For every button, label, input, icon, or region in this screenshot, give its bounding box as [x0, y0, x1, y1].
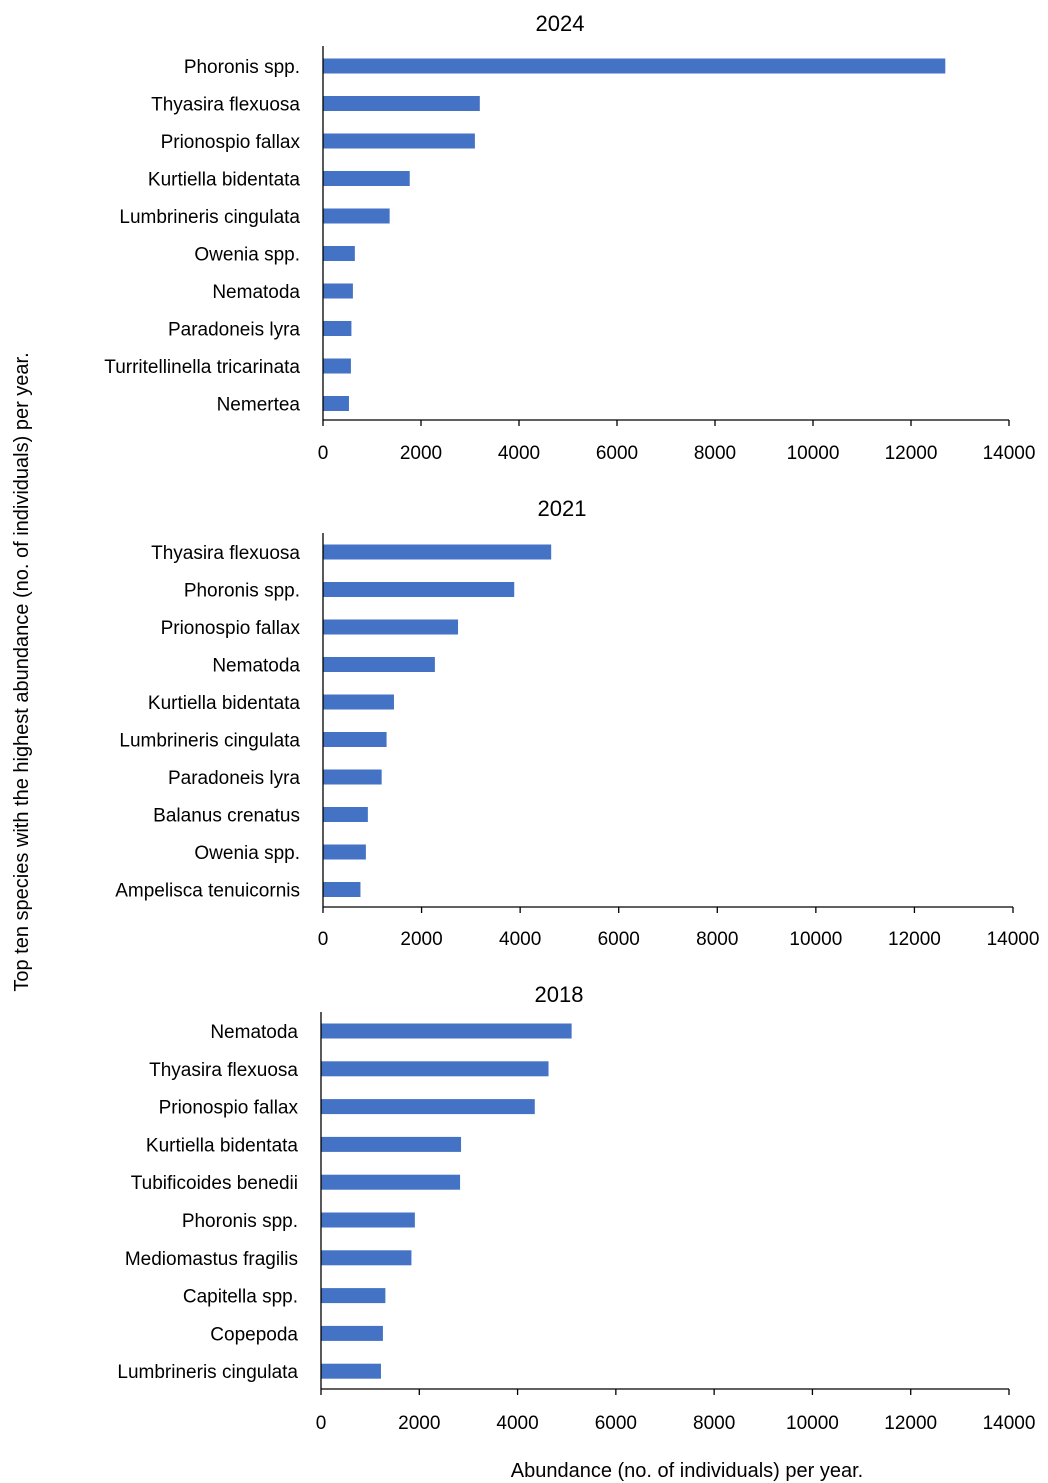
- x-tick-label: 8000: [696, 929, 738, 950]
- bar: [323, 396, 349, 411]
- category-label: Phoronis spp.: [182, 1211, 298, 1232]
- x-tick-label: 8000: [694, 443, 736, 464]
- x-tick-label: 0: [316, 1413, 327, 1434]
- category-label: Capitella spp.: [183, 1287, 298, 1308]
- category-label: Balanus crenatus: [153, 806, 300, 827]
- category-label: Nematoda: [210, 1022, 298, 1043]
- panel-title: 2024: [536, 11, 585, 36]
- y-axis-title: Top ten species with the highest abundan…: [11, 352, 33, 991]
- category-label: Nematoda: [212, 656, 300, 677]
- bar: [323, 321, 352, 336]
- x-tick-label: 14000: [983, 1413, 1036, 1434]
- bar: [323, 619, 459, 635]
- bar: [323, 657, 435, 672]
- bar: [323, 133, 475, 149]
- category-label: Paradoneis lyra: [168, 320, 300, 341]
- bar: [323, 769, 382, 785]
- x-tick-label: 0: [318, 929, 329, 950]
- x-tick-label: 2000: [400, 929, 442, 950]
- x-tick-label: 12000: [884, 1413, 937, 1434]
- bar: [323, 694, 394, 710]
- bar: [321, 1174, 461, 1190]
- bar: [321, 1023, 572, 1039]
- bar: [321, 1250, 412, 1266]
- category-label: Lumbrineris cingulata: [119, 207, 300, 228]
- category-label: Thyasira flexuosa: [151, 543, 300, 564]
- category-label: Kurtiella bidentata: [146, 1135, 299, 1156]
- x-tick-label: 2000: [398, 1413, 440, 1434]
- bar: [323, 208, 390, 224]
- category-label: Thyasira flexuosa: [149, 1060, 298, 1081]
- bar: [321, 1136, 462, 1152]
- x-tick-label: 12000: [888, 929, 941, 950]
- bar: [323, 882, 361, 897]
- bar: [323, 96, 480, 111]
- bar: [323, 582, 515, 597]
- x-tick-label: 4000: [499, 929, 541, 950]
- bar: [323, 844, 366, 860]
- x-tick-label: 4000: [496, 1413, 538, 1434]
- bar: [321, 1363, 381, 1379]
- panel-title: 2018: [535, 982, 584, 1007]
- bar: [323, 171, 410, 186]
- category-label: Lumbrineris cingulata: [117, 1362, 298, 1383]
- x-tick-label: 0: [318, 443, 329, 464]
- category-label: Owenia spp.: [194, 245, 300, 266]
- x-tick-label: 4000: [498, 443, 540, 464]
- category-label: Tubificoides benedii: [131, 1173, 298, 1194]
- bar: [323, 807, 368, 822]
- category-label: Prionospio fallax: [161, 618, 301, 639]
- category-label: Phoronis spp.: [184, 57, 300, 78]
- category-label: Copepoda: [210, 1324, 298, 1345]
- bar: [323, 358, 351, 374]
- bar: [321, 1288, 386, 1304]
- category-label: Phoronis spp.: [184, 581, 300, 602]
- chart-panel-2018: 2018 Nematoda Thyasira flexuosa Prionospio …: [117, 982, 1035, 1434]
- category-label: Lumbrineris cingulata: [119, 731, 300, 752]
- x-tick-label: 10000: [787, 443, 840, 464]
- x-tick-label: 8000: [693, 1413, 735, 1434]
- category-label: Owenia spp.: [194, 843, 300, 864]
- bar: [321, 1212, 415, 1228]
- chart-panel-2021: 2021 Thyasira flexuosa Phoronis spp. Priono…: [115, 496, 1039, 950]
- x-tick-label: 6000: [595, 1413, 637, 1434]
- chart-panels: 2024 Phoronis spp. Thyasira flexuosa Priono…: [104, 11, 1039, 1434]
- x-tick-label: 10000: [789, 929, 842, 950]
- bar: [323, 246, 355, 261]
- category-label: Mediomastus fragilis: [125, 1249, 298, 1270]
- x-tick-label: 6000: [596, 443, 638, 464]
- category-label: Thyasira flexuosa: [151, 95, 300, 116]
- category-label: Kurtiella bidentata: [148, 170, 301, 191]
- x-tick-label: 14000: [983, 443, 1036, 464]
- category-label: Kurtiella bidentata: [148, 693, 301, 714]
- category-label: Nematoda: [212, 282, 300, 303]
- x-axis-title: Abundance (no. of individuals) per year.: [511, 1460, 863, 1482]
- bar: [323, 283, 353, 299]
- bar: [323, 544, 552, 560]
- x-tick-label: 6000: [598, 929, 640, 950]
- x-tick-label: 10000: [786, 1413, 839, 1434]
- category-label: Nemertea: [217, 395, 301, 416]
- x-tick-label: 12000: [885, 443, 938, 464]
- bar: [321, 1099, 535, 1115]
- bar: [321, 1061, 549, 1077]
- x-tick-label: 14000: [987, 929, 1040, 950]
- bar: [321, 1325, 383, 1341]
- category-label: Turritellinella tricarinata: [104, 357, 300, 378]
- panel-title: 2021: [538, 496, 587, 521]
- bar: [323, 732, 387, 747]
- x-tick-label: 2000: [400, 443, 442, 464]
- bar: [323, 58, 946, 74]
- category-label: Paradoneis lyra: [168, 768, 300, 789]
- chart-panel-2024: 2024 Phoronis spp. Thyasira flexuosa Priono…: [104, 11, 1035, 464]
- category-label: Prionospio fallax: [161, 132, 301, 153]
- category-label: Prionospio fallax: [159, 1098, 299, 1119]
- category-label: Ampelisca tenuicornis: [115, 881, 300, 902]
